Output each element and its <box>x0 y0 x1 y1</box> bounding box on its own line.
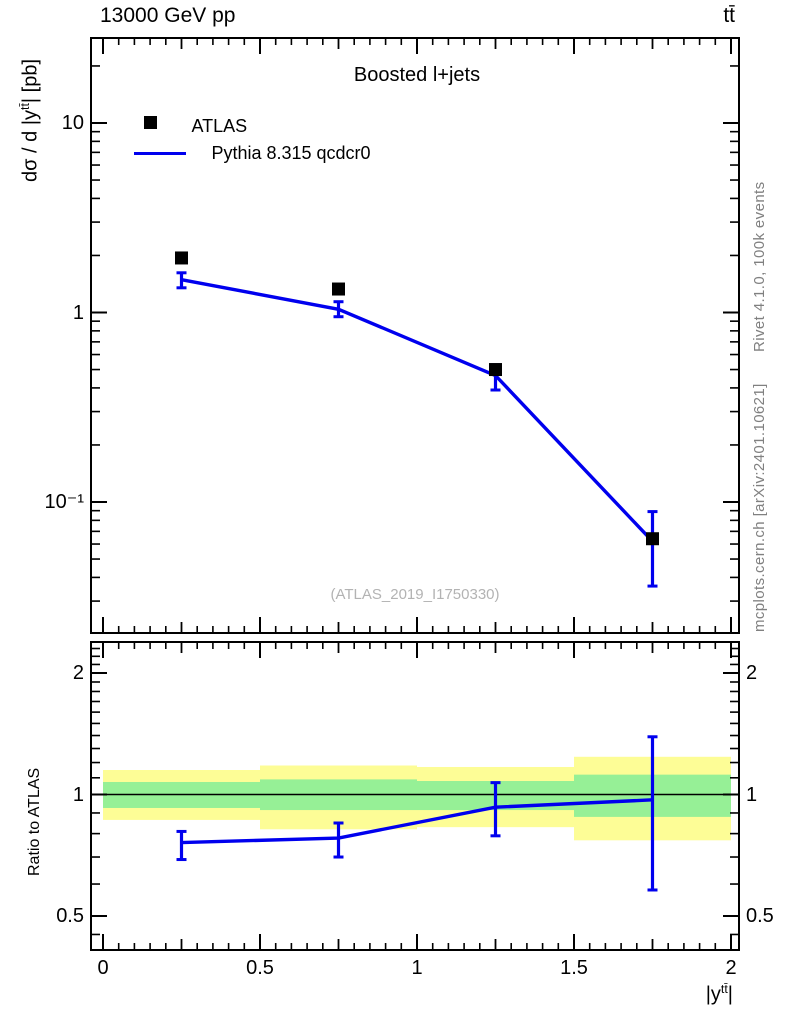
ratio-mc-line <box>181 798 653 845</box>
legend-item-mc: Pythia 8.315 qcdcr0 <box>134 143 371 170</box>
x-tick-label: 0 <box>97 957 109 979</box>
y-main-tick-label: 10⁻¹ <box>44 491 84 513</box>
x-axis-label-prefix: |y <box>705 983 721 1006</box>
observable-title: Boosted l+jets <box>353 64 481 86</box>
x-tick-label: 0.5 <box>246 957 274 979</box>
legend-label-mc: Pythia 8.315 qcdcr0 <box>211 143 371 163</box>
process-title: tt̄ <box>723 4 735 27</box>
y-ratio-tick-label-right: 2 <box>746 662 758 684</box>
rivet-version-note: Rivet 4.1.0, 100k events <box>751 181 768 352</box>
x-tick-label: 2 <box>725 957 737 979</box>
y-ratio-tick-label-right: 0.5 <box>746 904 774 927</box>
legend: ATLAS Pythia 8.315 qcdcr0 <box>134 116 371 170</box>
data-point-square <box>489 363 502 377</box>
data-square-icon <box>144 116 157 129</box>
y-ratio-tick-label-right: 1 <box>746 783 758 806</box>
x-tick-label: 1 <box>411 957 423 979</box>
x-tick-label: 1.5 <box>560 957 588 979</box>
legend-label-data: ATLAS <box>191 116 248 136</box>
y-axis-label-suffix: | [pb] <box>19 58 42 104</box>
y-ratio-tick-label-left: 0.5 <box>56 904 84 927</box>
y-main-tick-label: 1 <box>72 301 84 324</box>
y-ratio-tick-label-left: 2 <box>72 662 84 684</box>
legend-item-data: ATLAS <box>144 116 371 143</box>
data-point-square <box>332 282 345 296</box>
main-mc-line <box>181 278 654 543</box>
data-point-square <box>175 251 188 265</box>
data-point-square <box>646 532 659 546</box>
x-axis-label-sup: tt̄ <box>720 982 728 996</box>
main-panel-frame <box>90 37 740 634</box>
mc-line-icon <box>134 152 186 155</box>
x-axis-label: |ytt̄| <box>706 982 733 1007</box>
y-ratio-tick-label-left: 1 <box>72 783 84 806</box>
ratio-panel-frame <box>90 641 740 951</box>
mcplots-arxiv-note: mcplots.cern.ch [arXiv:2401.10621] <box>751 383 768 632</box>
y-main-tick-label: 10 <box>61 112 84 134</box>
beam-energy-title: 13000 GeV pp <box>100 4 236 27</box>
analysis-watermark: (ATLAS_2019_I1750330) <box>330 586 500 603</box>
x-axis-label-suffix: | <box>727 983 733 1006</box>
y-axis-label-sup: tt̄ <box>18 103 32 110</box>
